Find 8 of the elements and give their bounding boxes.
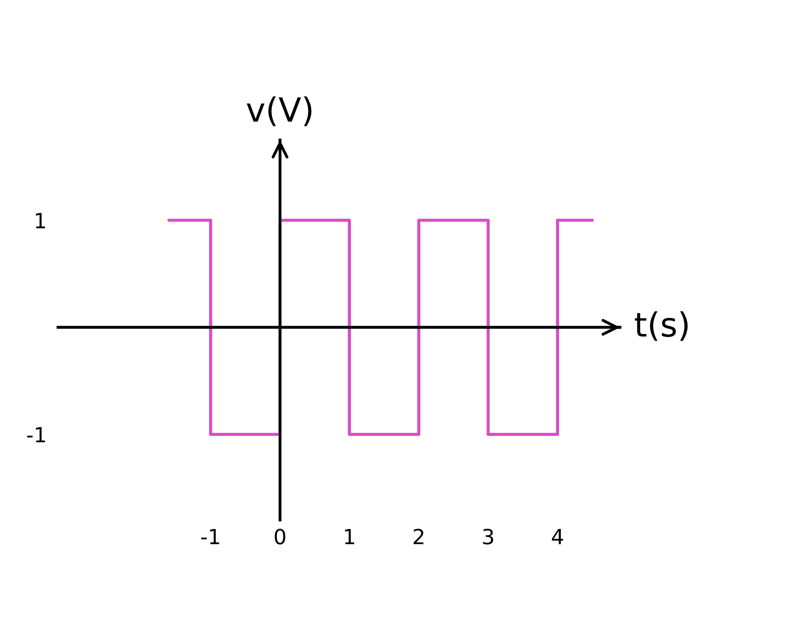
x-tick-label: 2 — [414, 528, 424, 544]
x-tick-label: -1 — [201, 528, 220, 544]
y-axis-title: v(V) — [246, 96, 312, 126]
x-tick-label: 1 — [345, 528, 354, 544]
x-tick-label: 0 — [274, 528, 286, 544]
x-axis-title: t(s) — [634, 311, 688, 341]
x-tick-label: 4 — [552, 528, 564, 544]
x-tick-label: 3 — [483, 528, 494, 544]
